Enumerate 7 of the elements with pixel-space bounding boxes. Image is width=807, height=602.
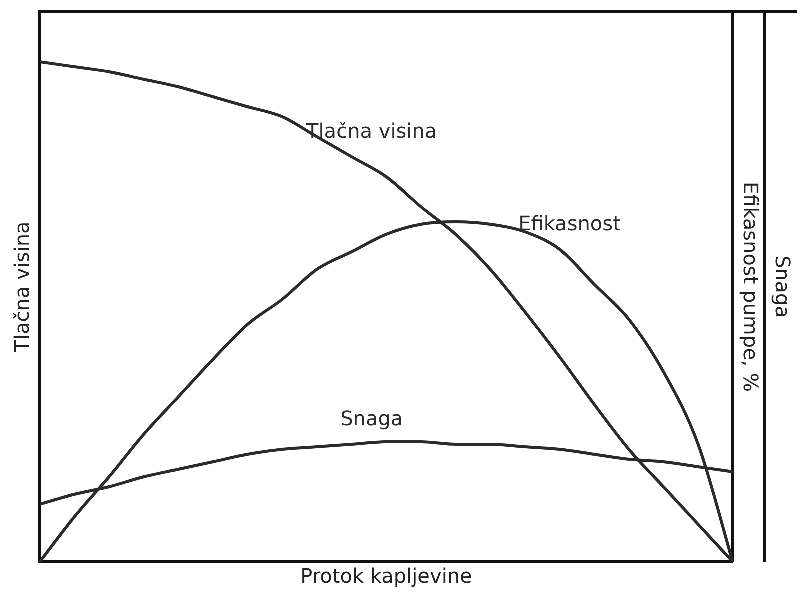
y2-axis-title: Efikasnost pumpe, %: [738, 182, 763, 392]
series-label: Efikasnost: [518, 212, 622, 236]
series-label: Snaga: [340, 406, 404, 431]
y3-axis-title: Snaga: [770, 256, 795, 318]
y-axis-title: Tlačna visina: [10, 222, 34, 354]
series-label: Tlačna visina: [306, 119, 438, 144]
x-axis-title: Protok kapljevine: [300, 564, 472, 588]
